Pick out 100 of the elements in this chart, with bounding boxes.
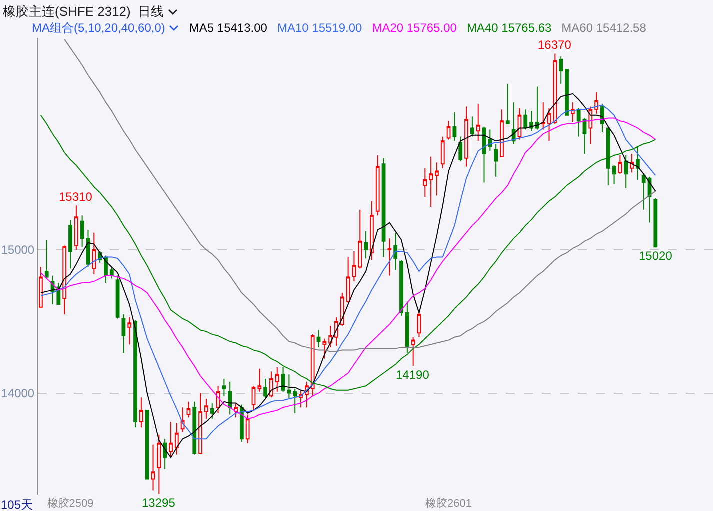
candlestick	[293, 388, 298, 414]
y-tick-label: 14000	[1, 386, 35, 400]
candlestick	[488, 129, 492, 152]
candlestick	[588, 106, 593, 145]
candlestick	[328, 325, 333, 348]
candlestick	[541, 102, 546, 130]
candlestick	[576, 108, 581, 138]
candlestick	[494, 144, 498, 178]
candlestick	[417, 311, 422, 338]
text: MA5 15413.00	[189, 21, 268, 35]
chart-subtitle: 日线	[138, 3, 164, 21]
candlestick	[512, 102, 516, 145]
candlestick	[74, 205, 78, 251]
text: MA40 15765.63	[466, 21, 552, 35]
candlestick	[270, 371, 274, 398]
candlestick	[258, 368, 262, 392]
candlestick	[116, 275, 120, 320]
candlestick	[322, 338, 327, 360]
candlestick	[145, 410, 150, 480]
candlestick	[169, 421, 173, 458]
candlestick	[186, 401, 191, 418]
candlestick	[370, 200, 374, 261]
candlestick	[264, 378, 268, 400]
candlestick	[482, 126, 486, 184]
text: MA20 15765.00	[372, 21, 457, 35]
candlestick	[198, 392, 202, 454]
candlestick	[275, 367, 280, 392]
candlestick	[470, 116, 474, 138]
x-tick-label: 橡胶2601	[426, 497, 472, 510]
candlestick	[446, 120, 451, 140]
candlestick	[310, 334, 315, 397]
candlestick	[400, 260, 404, 316]
candlestick	[624, 154, 628, 189]
candlestick	[128, 316, 132, 346]
candlestick	[506, 83, 510, 124]
candlestick	[429, 156, 434, 208]
candlestick	[376, 154, 380, 216]
annotation: 15310	[59, 190, 93, 204]
candlestick	[524, 109, 528, 130]
candlestick	[435, 162, 439, 196]
candlestick	[80, 215, 84, 248]
text: MA60 15412.58	[562, 21, 646, 35]
candlestick	[358, 209, 362, 270]
candlestick	[570, 102, 575, 124]
candlestick	[210, 402, 214, 420]
candlestick	[636, 146, 640, 180]
candlestick	[382, 158, 386, 258]
candlestick	[530, 110, 534, 132]
candlestick	[163, 438, 168, 470]
candlestick	[62, 245, 67, 315]
candlestick	[565, 69, 569, 116]
candlestick	[630, 154, 634, 174]
candlestick	[559, 56, 564, 84]
candlestick	[110, 266, 114, 280]
annotation: 15020	[639, 249, 673, 263]
candlestick	[157, 434, 162, 495]
candlestick	[174, 422, 179, 456]
candlestick	[606, 128, 610, 186]
candlestick	[405, 301, 410, 354]
candlestick	[618, 154, 622, 175]
candlestick	[654, 198, 658, 248]
candlestick	[246, 414, 250, 444]
candlestick	[134, 320, 138, 428]
candlestick	[151, 444, 156, 492]
x-tick-label: 橡胶2509	[47, 497, 94, 510]
annotation: 13295	[142, 496, 176, 510]
candlestick	[388, 238, 392, 276]
annotation: 16370	[538, 38, 572, 52]
candlestick	[316, 330, 321, 348]
candlestick	[204, 398, 208, 420]
candlestick	[222, 378, 226, 397]
candlestick	[440, 136, 445, 169]
candlestick	[476, 103, 480, 142]
candlestick	[594, 92, 599, 114]
candlestick	[547, 108, 552, 142]
candlestick	[92, 232, 96, 275]
y-tick-label: 15000	[1, 243, 35, 258]
candlestick	[500, 109, 504, 158]
candlestick	[582, 118, 587, 155]
candlestick	[252, 386, 256, 411]
candlestick	[423, 168, 428, 198]
candlestick	[139, 397, 144, 428]
text: 105天	[1, 498, 34, 511]
candlestick	[464, 106, 468, 168]
candlestick	[536, 86, 540, 130]
candlestick	[68, 219, 72, 270]
candlestick	[648, 176, 652, 224]
candlestick	[352, 250, 356, 282]
candlestick	[39, 266, 43, 308]
candlestick	[452, 112, 457, 142]
candlestick	[240, 404, 244, 442]
candlestick	[340, 292, 344, 326]
candlestick	[287, 374, 292, 400]
annotation: 14190	[396, 368, 430, 382]
candlestick	[553, 53, 558, 124]
candlestick	[228, 381, 232, 416]
candlestick	[394, 232, 398, 271]
candlestick	[642, 174, 646, 210]
text: MA10 15519.00	[277, 21, 362, 35]
candlestick	[44, 240, 49, 280]
